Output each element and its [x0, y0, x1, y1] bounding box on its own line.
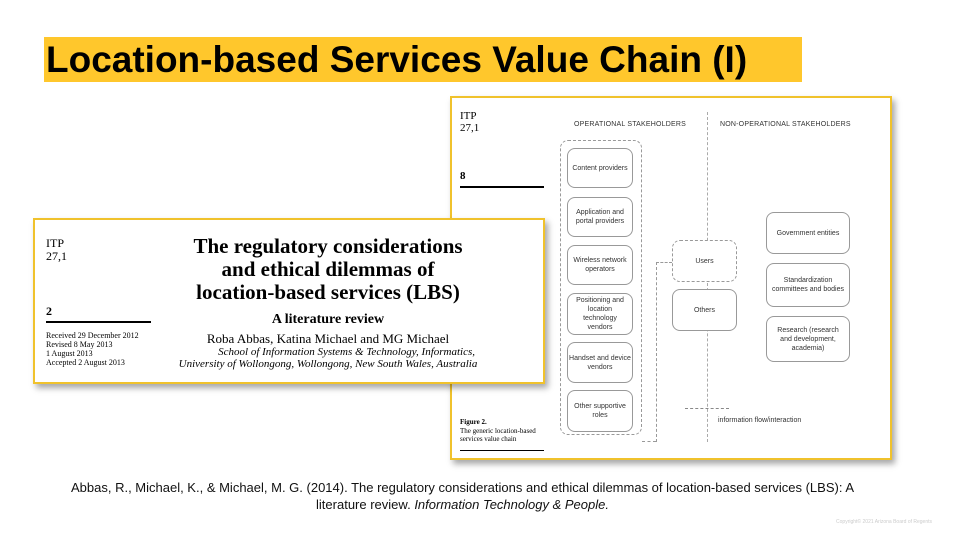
group [560, 140, 642, 435]
date: Accepted 2 August 2013 [46, 358, 125, 367]
article-title: and ethical dilemmas of [221, 257, 435, 281]
citation-text: Abbas, R., Michael, K., & Michael, M. G.… [70, 480, 854, 512]
box-label: Handset and device [569, 354, 631, 362]
page-number: 8 [460, 170, 466, 182]
caption-label: Figure 2. [460, 418, 487, 426]
figure-page: ITP 27,1 8 OPERATIONAL STAKEHOLDERS NON-… [450, 96, 892, 460]
article-title: The regulatory considerations [193, 234, 463, 258]
header: NON-OPERATIONAL STAKEHOLDERS [720, 121, 851, 128]
copyright: Copyright© 2021 Arizona Board of Regents [836, 519, 932, 525]
article-title: location-based services (LBS) [196, 280, 460, 304]
flow-line [656, 262, 672, 263]
citation: Abbas, R., Michael, K., & Michael, M. G.… [60, 479, 865, 513]
box-label: Research (research [777, 326, 839, 334]
user-box: Others [672, 289, 737, 331]
box-label: and development, [780, 335, 836, 343]
journal: ITP [460, 110, 477, 122]
flow-line [642, 441, 656, 442]
caption: services value chain [460, 435, 517, 443]
box-label: Standardization [783, 277, 833, 284]
stakeholder-box: Government entities [766, 212, 850, 254]
box-label: technology [583, 315, 617, 322]
box-label: Other supportive [574, 403, 626, 410]
stakeholder-box: Application and portal providers [567, 197, 633, 237]
caption: The generic location-based [460, 427, 536, 435]
box-label: committees and bodies [772, 286, 844, 293]
article-page: ITP 27,1 2 A literature review Roba Abba… [33, 218, 545, 384]
box-label: vendors [587, 324, 613, 331]
box-label: location [587, 306, 613, 313]
legend: information flow/interaction [718, 417, 802, 424]
legend-arrow [685, 408, 729, 409]
stakeholder-box: Positioning and location technology vendors [567, 293, 633, 335]
box-label: Wireless network [573, 257, 627, 264]
box-label: vendors [587, 363, 613, 371]
header: OPERATIONAL STAKEHOLDERS [574, 121, 687, 128]
box-label: Government entities [776, 229, 840, 237]
box-label: operators [585, 266, 615, 273]
box-label: portal providers [575, 218, 625, 225]
rule [46, 321, 151, 323]
rule [460, 186, 544, 188]
affiliation: School of Information Systems & Technolo… [218, 346, 475, 358]
stakeholder-box: Content providers [567, 148, 633, 188]
flow-line [656, 262, 657, 442]
volume: 27,1 [46, 249, 67, 263]
box-label: Positioning and [576, 297, 624, 304]
stakeholder-box: Handset and device vendors [567, 342, 633, 383]
citation-journal: Information Technology & People. [414, 497, 609, 512]
date: Received 29 December 2012 [46, 331, 139, 340]
slide-title: Location-based Services Value Chain (I) [44, 37, 802, 82]
box-label: Content providers [572, 164, 628, 172]
date: Revised 8 May 2013 [46, 340, 113, 349]
stakeholder-box: Other supportive roles [567, 390, 633, 432]
subtitle: A literature review [271, 312, 385, 327]
user-box: Users [672, 240, 737, 282]
box-label: roles [592, 412, 608, 419]
date: 1 August 2013 [46, 349, 93, 358]
journal: ITP [46, 236, 64, 250]
stakeholder-box: Wireless network operators [567, 245, 633, 285]
box-label: academia) [791, 344, 825, 352]
page-number: 2 [46, 304, 52, 318]
stakeholder-box: Research (research and development, academ… [766, 316, 850, 362]
rule [460, 450, 544, 451]
volume: 27,1 [460, 122, 480, 134]
stakeholder-box: Standardization committees and bodies [766, 263, 850, 307]
affiliation: University of Wollongong, Wollongong, Ne… [178, 358, 478, 370]
authors: Roba Abbas, Katina Michael and MG Michae… [206, 331, 450, 346]
box-label: Application and [576, 209, 624, 216]
